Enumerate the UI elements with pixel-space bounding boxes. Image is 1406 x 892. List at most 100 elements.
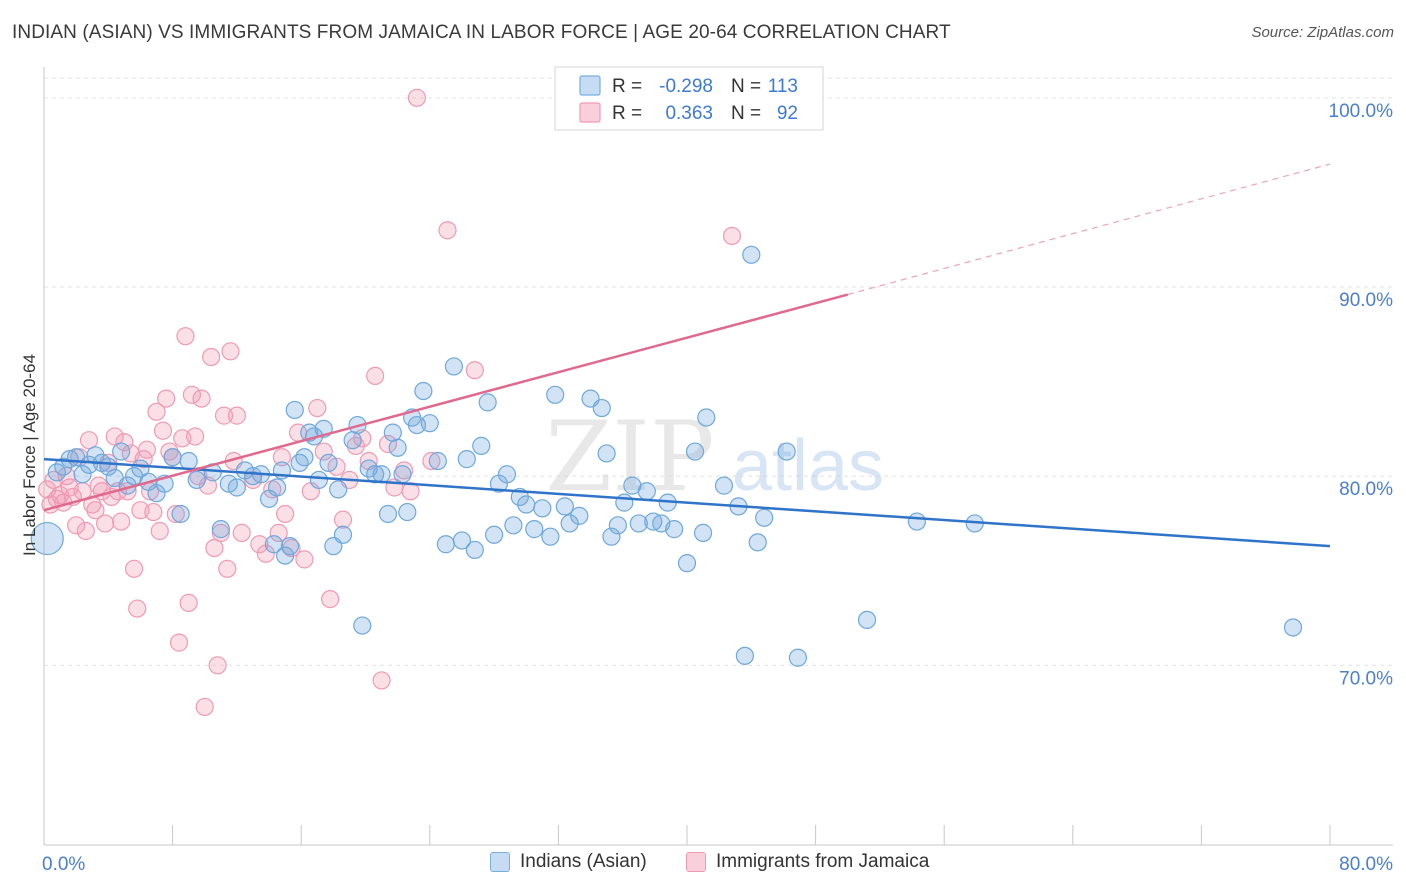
- jamaica-point: [79, 431, 99, 450]
- indian-point: [755, 508, 774, 527]
- jamaica-point: [89, 476, 108, 495]
- legend-label-jamaica: Immigrants from Jamaica: [716, 851, 930, 872]
- jamaica-point: [218, 559, 237, 578]
- jamaica-point: [308, 398, 327, 418]
- indian-point: [608, 516, 627, 535]
- jamaica-point: [57, 467, 76, 486]
- legend-r-label-1: R =: [612, 76, 642, 97]
- jamaica-point: [722, 226, 742, 246]
- indian-point: [541, 527, 560, 546]
- jamaica-point: [169, 633, 189, 652]
- indian-point: [319, 453, 338, 473]
- legend-swatch-jamaica: [686, 852, 706, 872]
- indian-point: [353, 616, 372, 635]
- jamaica-point: [202, 347, 221, 367]
- indian-point: [171, 504, 190, 524]
- indian-point: [693, 523, 713, 542]
- jamaica-point: [186, 427, 205, 446]
- indian-point: [857, 610, 877, 630]
- x-tick-label-max: 80.0%: [1339, 854, 1393, 875]
- y-tick-label-100: 100.0%: [1329, 101, 1394, 122]
- jamaica-point: [221, 342, 240, 361]
- jamaica-point: [105, 427, 124, 446]
- indian-point: [714, 476, 734, 495]
- jamaica-point: [378, 434, 398, 454]
- jamaica-point: [153, 421, 173, 440]
- indian-point: [777, 442, 796, 461]
- jamaica-point: [276, 504, 295, 524]
- jamaica-point: [137, 440, 156, 459]
- jamaica-point: [86, 501, 105, 520]
- indian-point: [504, 516, 523, 535]
- indian-point: [497, 465, 517, 484]
- indian-point: [907, 512, 926, 531]
- jamaica-point: [157, 389, 176, 408]
- indian-point: [343, 431, 362, 450]
- jamaica-point: [321, 589, 340, 609]
- legend-r-value-1: -0.298: [659, 76, 713, 97]
- indian-point: [276, 546, 295, 565]
- jamaica-point: [76, 521, 95, 541]
- jamaica-point: [67, 516, 86, 535]
- indian-point: [478, 393, 497, 412]
- indian-point: [30, 521, 64, 556]
- gridlines: [44, 77, 1393, 666]
- indian-point: [444, 357, 464, 376]
- jamaica-point: [232, 523, 251, 542]
- indian-point: [637, 482, 656, 501]
- jamaica-point: [95, 514, 115, 533]
- jamaica-point: [438, 221, 457, 240]
- jamaica-point: [205, 538, 224, 558]
- jamaica-point: [150, 521, 169, 541]
- jamaica-point: [346, 436, 365, 455]
- legend-top: R = -0.298 N = 113 R = 0.363 N = 92: [554, 66, 824, 131]
- trend-line-indians: [43, 457, 1331, 548]
- indian-point: [420, 414, 439, 433]
- indian-point: [264, 535, 283, 554]
- indian-point: [333, 525, 353, 544]
- indian-point: [748, 533, 767, 552]
- source-label: Source: ZipAtlas.com: [1251, 24, 1394, 41]
- indian-point: [677, 554, 697, 573]
- indian-point: [788, 648, 808, 667]
- indian-point: [398, 502, 417, 522]
- indian-point: [452, 531, 472, 550]
- indian-point: [290, 453, 309, 473]
- indian-point: [485, 525, 504, 544]
- indian-point: [309, 470, 328, 490]
- indian-point: [597, 444, 616, 463]
- jamaica-point: [214, 406, 234, 425]
- legend-n-label-1: N =: [731, 76, 761, 97]
- indian-point: [54, 457, 73, 476]
- indian-point: [187, 470, 206, 490]
- indian-point: [436, 535, 455, 554]
- jamaica-point: [272, 448, 292, 467]
- indian-point: [560, 514, 579, 533]
- jamaica-point: [179, 593, 198, 612]
- indian-point: [163, 448, 182, 467]
- indian-point: [685, 442, 705, 461]
- indian-point: [329, 480, 348, 499]
- indian-point: [615, 493, 634, 512]
- indian-point: [457, 450, 476, 469]
- legend-swatch-indians: [490, 852, 510, 872]
- jamaica-point: [366, 366, 385, 385]
- jamaica-point: [372, 671, 391, 690]
- jamaica-point: [134, 450, 153, 469]
- indian-point: [73, 465, 92, 484]
- y-axis-label: In Labor Force | Age 20-64: [20, 354, 39, 556]
- indian-point: [697, 408, 716, 427]
- jamaica-point: [115, 432, 134, 452]
- y-tick-label-90: 90.0%: [1339, 290, 1393, 311]
- watermark-atlas: atlas: [732, 426, 884, 506]
- jamaica-point: [314, 442, 333, 461]
- indian-point: [472, 436, 491, 455]
- indian-point: [285, 400, 304, 420]
- indian-point: [393, 465, 412, 484]
- indian-point: [533, 499, 552, 518]
- indian-point: [735, 646, 754, 665]
- legend-n-value-2: 92: [777, 103, 798, 124]
- indian-point: [1283, 618, 1303, 637]
- indian-point: [383, 423, 402, 442]
- indian-point: [570, 506, 589, 525]
